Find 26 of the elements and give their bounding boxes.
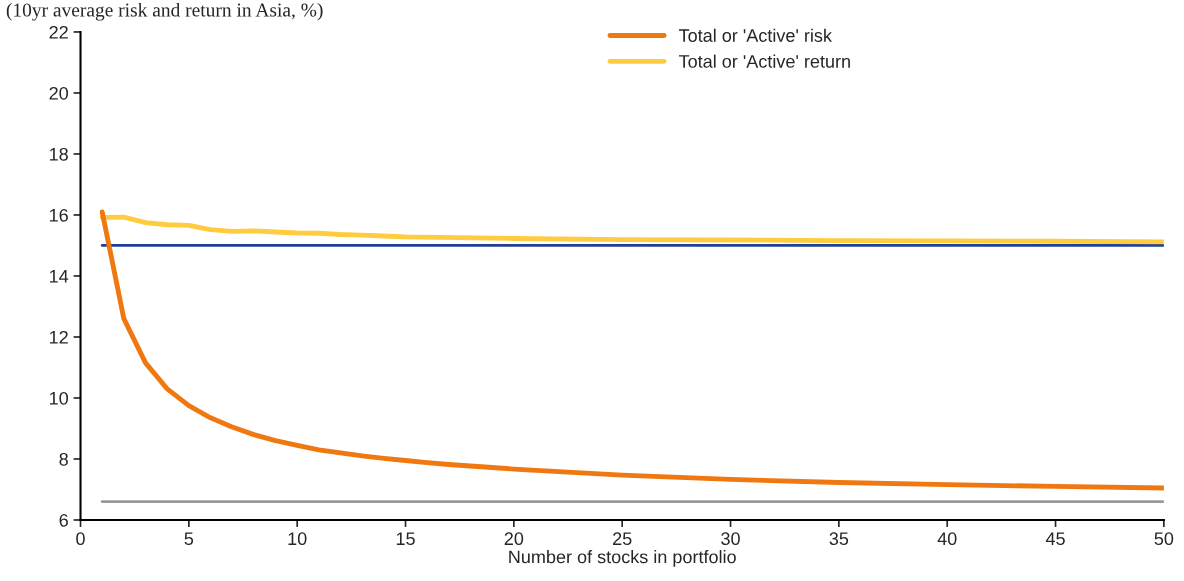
- y-tick-label: 14: [50, 270, 69, 283]
- x-tick-label: 40: [937, 532, 957, 546]
- x-tick-label: 50: [1154, 532, 1174, 546]
- x-tick-label: 30: [721, 532, 740, 546]
- x-tick-label: 25: [613, 532, 632, 546]
- x-axis-title: Number of stocks in portfolio: [509, 550, 736, 567]
- y-tick-label: 18: [50, 147, 68, 161]
- y-tick-label: 6: [59, 513, 68, 527]
- x-tick-label: 20: [504, 532, 524, 546]
- x-tick-label: 10: [288, 532, 307, 546]
- legend-label: Total or 'Active' risk: [679, 28, 833, 42]
- chart-title: (10yr average risk and return in Asia, %): [6, 2, 323, 21]
- y-tick-label: 12: [50, 330, 68, 344]
- x-tick-label: 15: [396, 532, 415, 546]
- y-tick-label: 20: [49, 86, 68, 100]
- x-tick-label: 45: [1045, 532, 1065, 546]
- legend-label: Total or 'Active' return: [679, 54, 850, 68]
- x-tick-label: 35: [829, 532, 849, 546]
- y-tick-label: 10: [50, 391, 68, 405]
- y-tick-label: 22: [49, 25, 68, 39]
- x-tick-label: 5: [184, 532, 194, 546]
- y-tick-label: 16: [50, 208, 68, 222]
- line-series: [99, 209, 1164, 491]
- x-tick-label: 0: [76, 532, 85, 546]
- y-tick-label: 8: [59, 452, 68, 466]
- line-series: [99, 214, 1164, 245]
